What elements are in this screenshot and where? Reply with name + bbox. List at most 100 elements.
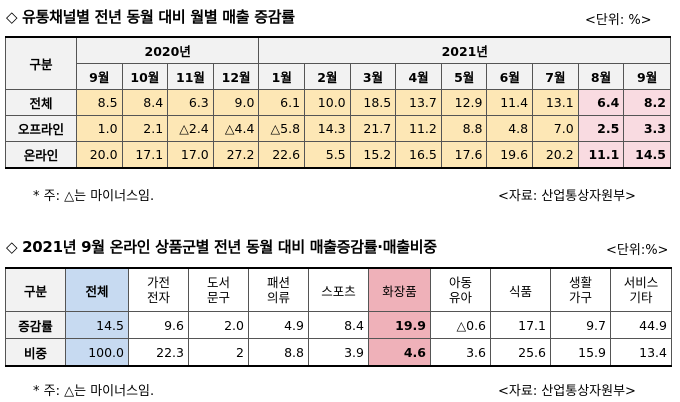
- month-header: 9월: [623, 63, 671, 90]
- month-header: 9월: [75, 63, 123, 90]
- table-cell: 4.9: [248, 311, 309, 339]
- table-cell: 13.7: [395, 89, 442, 116]
- table-cell-highlight: 14.5: [623, 141, 671, 169]
- row-label-share: 비중: [5, 338, 66, 367]
- table-cell: 2.1: [121, 115, 169, 142]
- table-row: 온라인 20.0 17.1 17.0 27.2 22.6 5.5 15.2 16…: [5, 141, 671, 169]
- month-header: 10월: [121, 63, 169, 90]
- table-cell: △4.4: [212, 115, 260, 142]
- table-cell: 7.0: [532, 115, 579, 142]
- table-cell: 100.0: [65, 338, 129, 367]
- table-cell: 17.6: [440, 141, 488, 169]
- column-header-total: 전체: [65, 267, 129, 312]
- section1-unit: <단위: %>: [585, 13, 652, 28]
- table-cell: 1.0: [75, 115, 123, 142]
- table-row: 오프라인 1.0 2.1 △2.4 △4.4 △5.8 14.3 21.7 11…: [5, 115, 671, 142]
- month-header: 2월: [304, 63, 351, 90]
- corner-header: 구분: [5, 36, 77, 90]
- month-header: 8월: [577, 63, 625, 90]
- table-cell: 2: [188, 338, 249, 367]
- column-header-cosmetics: 화장품: [368, 267, 431, 312]
- table-cell: △0.6: [430, 311, 491, 339]
- table-cell-highlight: 2.5: [577, 115, 625, 142]
- table-cell: 44.9: [610, 311, 672, 339]
- table-cell: 14.3: [304, 115, 351, 142]
- column-header: 가전 전자: [128, 267, 189, 312]
- row-label-growth: 증감률: [5, 311, 66, 339]
- section2-note: * 주: △는 마이너스임.: [33, 384, 155, 399]
- month-header: 7월: [532, 63, 579, 90]
- table-cell: 17.1: [121, 141, 169, 169]
- table-cell: 13.1: [532, 89, 579, 116]
- column-header: 식품: [490, 267, 551, 312]
- table-row: 증감률 14.5 9.6 2.0 4.9 8.4 19.9 △0.6 17.1 …: [5, 311, 672, 339]
- table-cell-highlight: 4.6: [368, 338, 431, 367]
- row-label-online: 온라인: [5, 141, 77, 169]
- table-cell: 20.0: [75, 141, 123, 169]
- table-cell: 20.2: [532, 141, 579, 169]
- year-2020-header: 2020년: [75, 36, 260, 64]
- month-header: 12월: [212, 63, 260, 90]
- table-cell: 15.2: [349, 141, 397, 169]
- table-cell: 9.0: [212, 89, 260, 116]
- table-cell: 9.6: [128, 311, 189, 339]
- table-cell: 9.7: [550, 311, 611, 339]
- section1-title: ◇ 유통채널별 전년 동월 대비 월별 매출 증감률: [6, 8, 295, 26]
- table-cell: 17.1: [490, 311, 551, 339]
- table-cell: 11.4: [486, 89, 534, 116]
- table-cell: 2.0: [188, 311, 249, 339]
- month-header: 6월: [486, 63, 534, 90]
- table-cell: 21.7: [349, 115, 397, 142]
- table-cell: 8.8: [440, 115, 488, 142]
- month-header: 5월: [440, 63, 488, 90]
- month-header: 11월: [167, 63, 214, 90]
- column-header: 아동 유아: [430, 267, 491, 312]
- table-cell: 10.0: [304, 89, 351, 116]
- column-header: 생활 가구: [550, 267, 611, 312]
- section1-source: <자료: 산업통상자원부>: [498, 189, 636, 204]
- table-cell: 3.6: [430, 338, 491, 367]
- table-cell: 17.0: [167, 141, 214, 169]
- table-cell: 8.4: [308, 311, 369, 339]
- column-header: 패션 의류: [248, 267, 309, 312]
- month-header: 3월: [349, 63, 397, 90]
- section2-title: ◇ 2021년 9월 온라인 상품군별 전년 동월 대비 매출증감률·매출비중: [6, 238, 437, 256]
- table-cell: 18.5: [349, 89, 397, 116]
- table-cell: 3.9: [308, 338, 369, 367]
- table-cell: △5.8: [258, 115, 306, 142]
- monthly-sales-table: 구분 2020년 2021년 9월 10월 11월 12월 1월 2월 3월 4…: [5, 36, 671, 169]
- year-2021-header: 2021년: [258, 36, 671, 64]
- table-cell: 25.6: [490, 338, 551, 367]
- section2-source: <자료: 산업통상자원부>: [498, 384, 636, 399]
- table-cell: 6.3: [167, 89, 214, 116]
- row-label-offline: 오프라인: [5, 115, 77, 142]
- column-header: 구분: [5, 267, 66, 312]
- column-header: 스포츠: [308, 267, 369, 312]
- table-cell-highlight: 11.1: [577, 141, 625, 169]
- table-cell: 8.8: [248, 338, 309, 367]
- table-cell: 15.9: [550, 338, 611, 367]
- table-cell: 8.4: [121, 89, 169, 116]
- table-cell-highlight: 6.4: [577, 89, 625, 116]
- table-row: 비중 100.0 22.3 2 8.8 3.9 4.6 3.6 25.6 15.…: [5, 338, 672, 367]
- table-cell: 14.5: [65, 311, 129, 339]
- table-cell: 27.2: [212, 141, 260, 169]
- table-cell: 6.1: [258, 89, 306, 116]
- table-cell: △2.4: [167, 115, 214, 142]
- row-label-total: 전체: [5, 89, 77, 116]
- column-header: 도서 문구: [188, 267, 249, 312]
- table-cell: 11.2: [395, 115, 442, 142]
- table-cell: 22.6: [258, 141, 306, 169]
- table-cell: 22.3: [128, 338, 189, 367]
- table-cell: 16.5: [395, 141, 442, 169]
- column-header: 서비스 기타: [610, 267, 672, 312]
- table-cell-highlight: 8.2: [623, 89, 671, 116]
- table-row: 전체 8.5 8.4 6.3 9.0 6.1 10.0 18.5 13.7 12…: [5, 89, 671, 116]
- table-cell: 8.5: [75, 89, 123, 116]
- section1-note: * 주: △는 마이너스임.: [33, 189, 155, 204]
- month-header: 1월: [258, 63, 306, 90]
- table-cell-highlight: 19.9: [368, 311, 431, 339]
- category-sales-table: 구분 전체 가전 전자 도서 문구 패션 의류 스포츠 화장품 아동 유아 식품 생활 가…: [5, 267, 672, 367]
- table-cell: 5.5: [304, 141, 351, 169]
- month-header: 4월: [395, 63, 442, 90]
